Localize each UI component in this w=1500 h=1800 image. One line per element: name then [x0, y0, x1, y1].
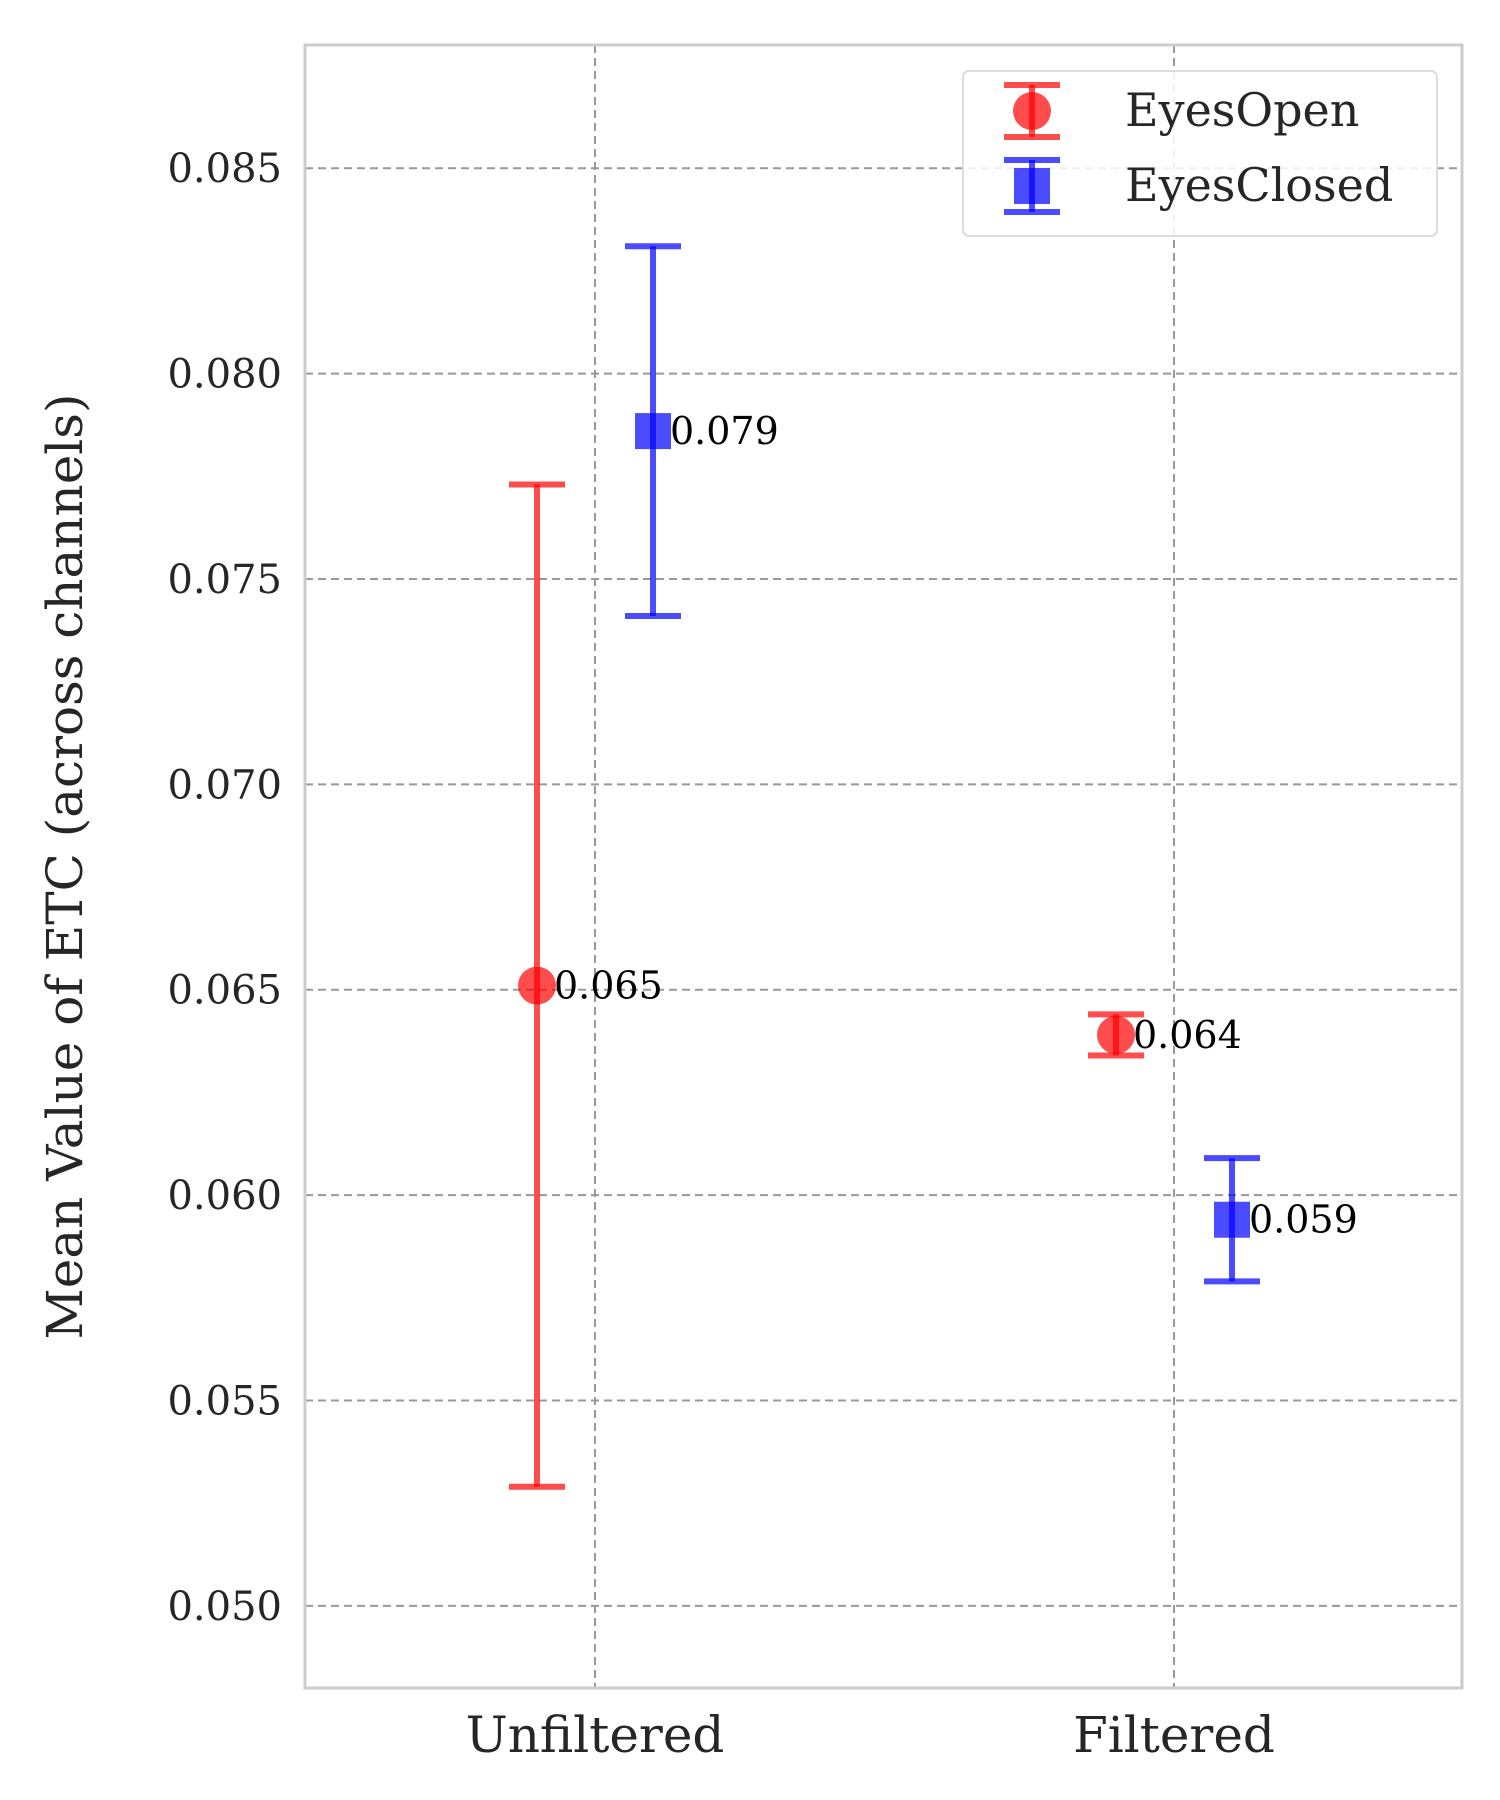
y-axis-label: Mean Value of ETC (across channels): [36, 394, 94, 1340]
legend-entry-eyesclosed: EyesClosed: [1004, 157, 1393, 215]
legend-marker: [1013, 92, 1051, 130]
series-eyesopen: 0.065 0.064: [509, 481, 1242, 1490]
x-tick-label: Unfiltered: [466, 1706, 725, 1764]
y-tick-label: 0.060: [167, 1173, 282, 1219]
legend-label: EyesClosed: [1125, 158, 1393, 212]
data-point: [518, 966, 556, 1005]
y-tick-label: 0.065: [167, 968, 282, 1014]
data-label: 0.065: [554, 964, 663, 1008]
plot-area: 0.065 0.064 0.079 0.059: [509, 243, 1358, 1490]
y-tick-label: 0.070: [167, 762, 282, 808]
data-point: [1097, 1015, 1135, 1054]
data-label: 0.059: [1249, 1198, 1358, 1242]
legend-box: [962, 70, 1438, 237]
grid: [305, 45, 1462, 1688]
data-point: [1214, 1201, 1250, 1238]
series-eyesclosed: 0.079 0.059: [625, 243, 1358, 1285]
x-axis-ticks: Unfiltered Filtered: [466, 1706, 1275, 1764]
legend-marker: [1014, 168, 1050, 204]
data-label: 0.064: [1133, 1013, 1242, 1057]
plot-frame: [303, 43, 1464, 1690]
y-tick-label: 0.075: [167, 557, 282, 603]
y-axis-ticks: 0.050 0.055 0.060 0.065 0.070 0.075 0.080 0.085: [167, 146, 282, 1630]
legend-label: EyesOpen: [1125, 83, 1359, 137]
legend-entry-eyesopen: EyesOpen: [1004, 82, 1359, 140]
x-tick-label: Filtered: [1073, 1706, 1275, 1764]
y-tick-label: 0.055: [167, 1378, 282, 1424]
data-label: 0.079: [670, 409, 779, 453]
y-tick-label: 0.050: [167, 1584, 282, 1630]
y-tick-label: 0.085: [167, 146, 282, 192]
y-tick-label: 0.080: [167, 352, 282, 398]
data-point: [635, 413, 671, 450]
legend: EyesOpen EyesClosed: [962, 70, 1438, 237]
